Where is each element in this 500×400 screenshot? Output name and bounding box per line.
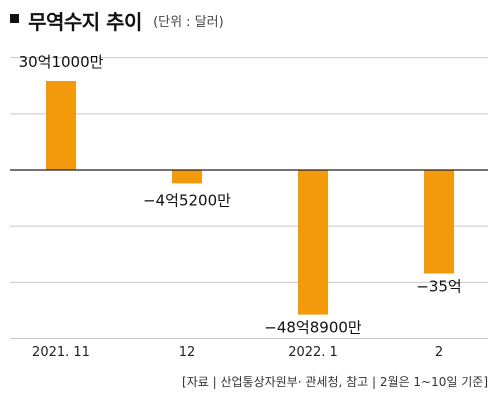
gridlines <box>10 57 488 340</box>
bar <box>46 81 76 170</box>
data-labels: 30억1000만 −4억5200만 −48억8900만 −35억 <box>19 53 462 337</box>
data-label: −4억5200만 <box>143 191 231 209</box>
bar <box>298 170 328 315</box>
data-label: −35억 <box>416 277 461 295</box>
chart-title: 무역수지 추이 <box>28 10 142 34</box>
unit-note: (단위 : 달러) <box>153 15 224 30</box>
x-tick-label: 2 <box>435 345 443 360</box>
bar <box>172 170 202 184</box>
title-square-icon <box>10 14 19 23</box>
bars <box>46 81 454 315</box>
x-tick-label: 2021. 11 <box>32 345 90 360</box>
bar-chart: 30억1000만 −4억5200만 −48억8900만 −35억 2021. 11 12… <box>10 53 488 360</box>
x-tick-label: 12 <box>179 345 196 360</box>
chart-title-row: 무역수지 추이 (단위 : 달러) <box>10 6 224 36</box>
x-tick-label: 2022. 1 <box>288 345 338 360</box>
x-tick-labels: 2021. 11 12 2022. 1 2 <box>32 345 443 360</box>
bar <box>424 170 454 274</box>
source-note: [자료 | 산업통상자원부· 관세청, 참고 | 2월은 1~10일 기준] <box>182 375 488 389</box>
data-label: 30억1000만 <box>19 53 104 71</box>
data-label: −48억8900만 <box>264 319 362 337</box>
